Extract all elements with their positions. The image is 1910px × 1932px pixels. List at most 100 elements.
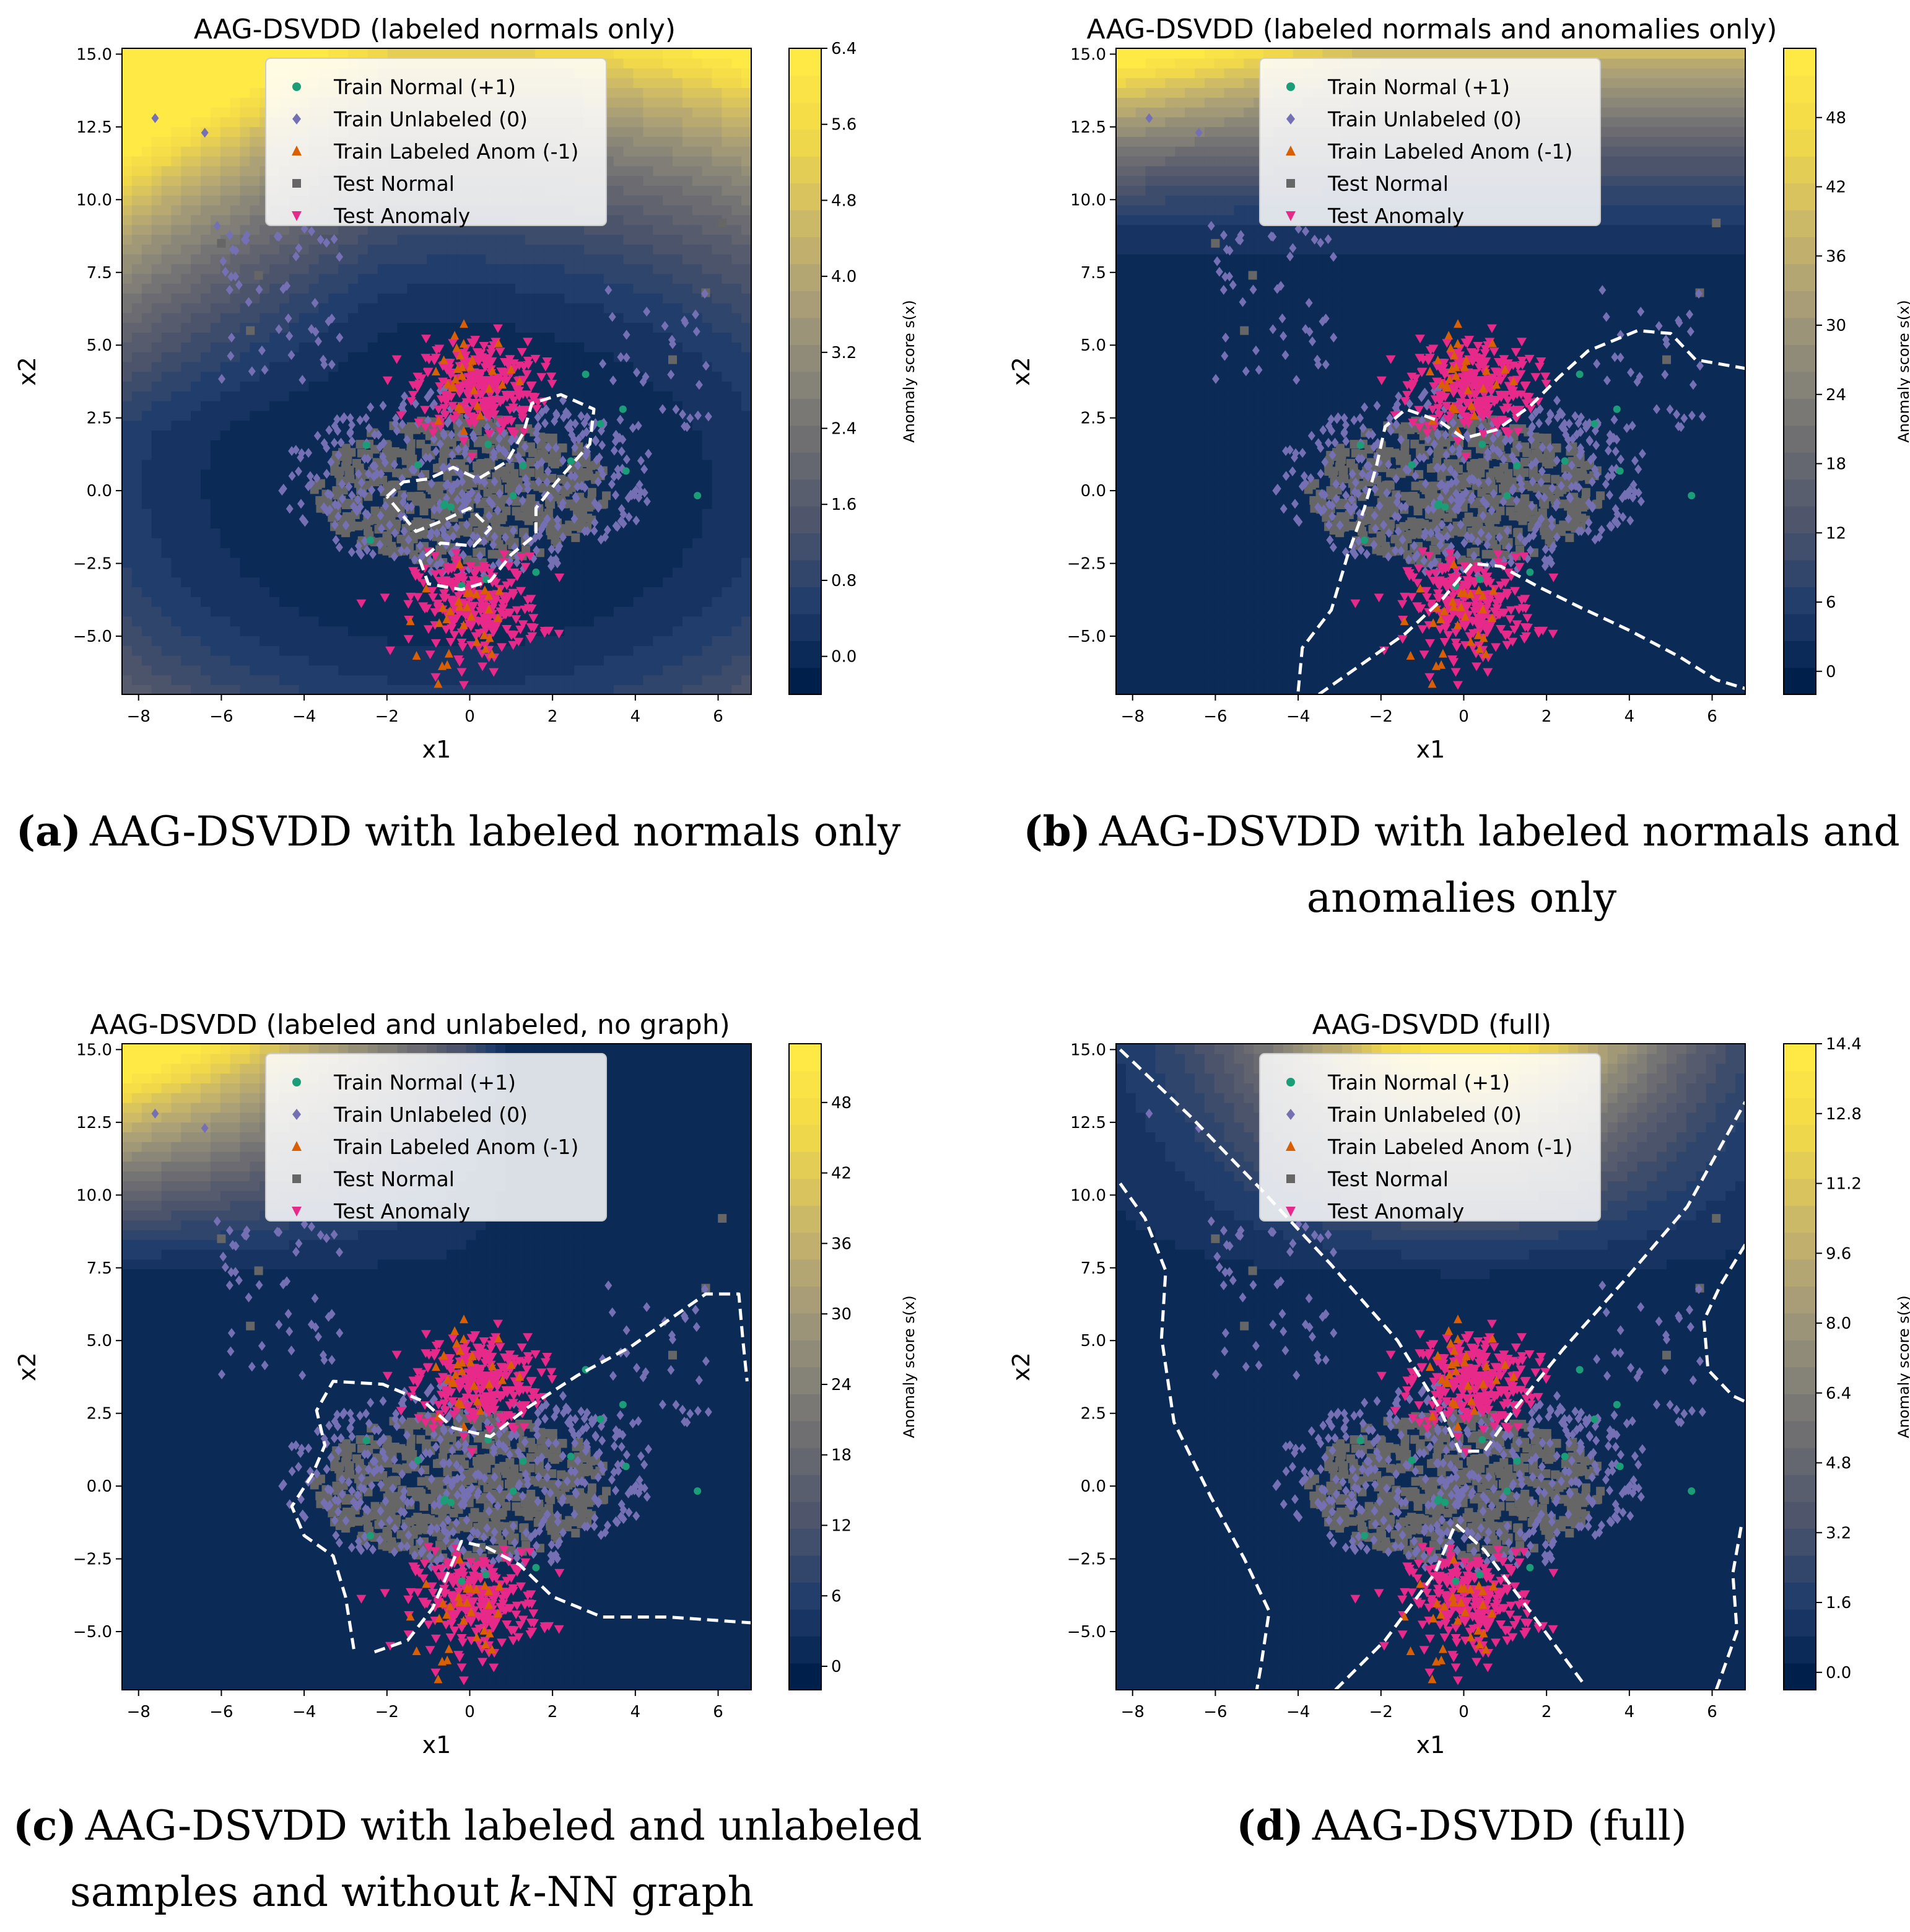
train-unlabeled-point	[695, 380, 703, 390]
train-unlabeled-point	[1371, 510, 1379, 521]
train-unlabeled-point	[1329, 542, 1337, 553]
test-anomaly-point	[1412, 579, 1423, 588]
train-unlabeled-point	[1534, 520, 1542, 530]
train-unlabeled-point	[1307, 473, 1315, 483]
train-unlabeled-point	[521, 1437, 529, 1448]
train-unlabeled-point	[1460, 538, 1468, 548]
train-unlabeled-point	[443, 1529, 451, 1539]
train-normal-point	[619, 405, 627, 413]
train-unlabeled-point	[471, 1470, 479, 1480]
train-unlabeled-point	[1221, 351, 1229, 361]
train-unlabeled-point	[597, 426, 605, 436]
train-labeled-anom-point	[1453, 339, 1462, 348]
train-unlabeled-point	[368, 549, 377, 559]
train-unlabeled-point	[494, 505, 502, 516]
train-unlabeled-point	[219, 256, 227, 266]
train-unlabeled-point	[616, 414, 624, 425]
train-unlabeled-point	[1447, 465, 1455, 475]
train-normal-point	[1688, 492, 1696, 500]
train-unlabeled-point	[345, 481, 353, 492]
train-unlabeled-point	[518, 496, 526, 506]
train-unlabeled-point	[499, 1441, 507, 1451]
train-unlabeled-point	[315, 1332, 323, 1342]
test-anomaly-point	[437, 362, 448, 371]
train-unlabeled-point	[692, 1322, 700, 1332]
scatter-points	[151, 1108, 727, 1685]
train-unlabeled-point	[552, 442, 560, 453]
legend: Train Normal (+1)Train Unlabeled (0)Trai…	[265, 58, 607, 228]
test-anomaly-point	[1517, 356, 1527, 365]
train-unlabeled-point	[334, 1496, 342, 1506]
train-unlabeled-point	[455, 1413, 463, 1423]
train-unlabeled-point	[408, 1497, 416, 1508]
train-unlabeled-point	[590, 1521, 598, 1532]
train-unlabeled-point	[338, 479, 346, 489]
train-labeled-anom-point	[459, 339, 468, 348]
test-anomaly-point	[464, 406, 474, 416]
train-normal-point	[1478, 440, 1486, 448]
train-unlabeled-point	[622, 1325, 630, 1335]
test-anomaly-point	[445, 370, 456, 380]
train-unlabeled-point	[336, 1247, 344, 1257]
train-unlabeled-point	[235, 280, 243, 291]
train-unlabeled-point	[360, 1531, 368, 1542]
train-unlabeled-point	[403, 1430, 411, 1440]
train-unlabeled-point	[1516, 532, 1524, 543]
test-anomaly-point	[1464, 414, 1475, 423]
colorbar-tick-label: 4.0	[831, 268, 857, 286]
test-anomaly-point	[554, 573, 565, 582]
train-unlabeled-point	[295, 1238, 303, 1249]
train-unlabeled-point	[1393, 497, 1401, 507]
test-normal-point	[535, 515, 544, 525]
train-unlabeled-point	[288, 471, 296, 481]
train-unlabeled-point	[679, 1404, 687, 1415]
train-unlabeled-point	[261, 1360, 269, 1371]
train-unlabeled-point	[313, 431, 321, 441]
y-tick-label: 15.0	[76, 45, 112, 64]
train-unlabeled-point	[1517, 479, 1525, 489]
test-normal-point	[382, 546, 391, 556]
train-labeled-anom-point	[1432, 603, 1442, 612]
train-unlabeled-point	[617, 516, 625, 527]
test-anomaly-point	[1450, 668, 1461, 677]
train-unlabeled-point	[667, 1365, 675, 1375]
test-anomaly-point	[414, 1414, 424, 1423]
train-unlabeled-point	[1424, 504, 1432, 515]
test-anomaly-point	[406, 592, 416, 601]
train-unlabeled-point	[1463, 430, 1471, 440]
train-unlabeled-point	[495, 1429, 503, 1440]
train-unlabeled-point	[400, 1521, 408, 1532]
train-unlabeled-point	[533, 435, 541, 445]
train-unlabeled-point	[632, 1480, 640, 1491]
train-unlabeled-point	[491, 476, 499, 487]
test-anomaly-point	[1460, 338, 1471, 347]
train-unlabeled-point	[275, 232, 283, 242]
train-normal-point	[1526, 568, 1534, 576]
test-normal-point	[405, 522, 414, 531]
test-normal-point	[382, 1542, 391, 1551]
train-unlabeled-point	[363, 544, 371, 555]
train-normal-point	[1616, 467, 1624, 475]
train-unlabeled-point	[227, 333, 235, 343]
train-unlabeled-point	[336, 332, 344, 343]
test-normal-point	[547, 474, 557, 483]
test-normal-point	[1400, 492, 1410, 501]
test-anomaly-point	[1524, 354, 1535, 364]
test-anomaly-point	[1439, 577, 1449, 587]
test-normal-point	[546, 500, 556, 509]
train-unlabeled-point	[643, 307, 651, 317]
test-normal-point	[510, 1533, 519, 1542]
test-normal-point	[510, 538, 519, 547]
test-anomaly-point	[1548, 573, 1559, 582]
train-labeled-anom-point	[1451, 370, 1460, 380]
train-unlabeled-point	[382, 500, 390, 511]
train-unlabeled-point	[1319, 317, 1327, 327]
test-anomaly-point	[540, 362, 551, 372]
train-labeled-anom-point	[1488, 613, 1497, 623]
train-unlabeled-point	[591, 498, 599, 509]
train-labeled-anom-point	[507, 364, 516, 374]
legend-entry: Train Labeled Anom (-1)	[292, 139, 578, 164]
train-unlabeled-point	[433, 1523, 441, 1534]
test-anomaly-point	[408, 1376, 419, 1386]
test-anomaly-point	[1507, 637, 1518, 647]
